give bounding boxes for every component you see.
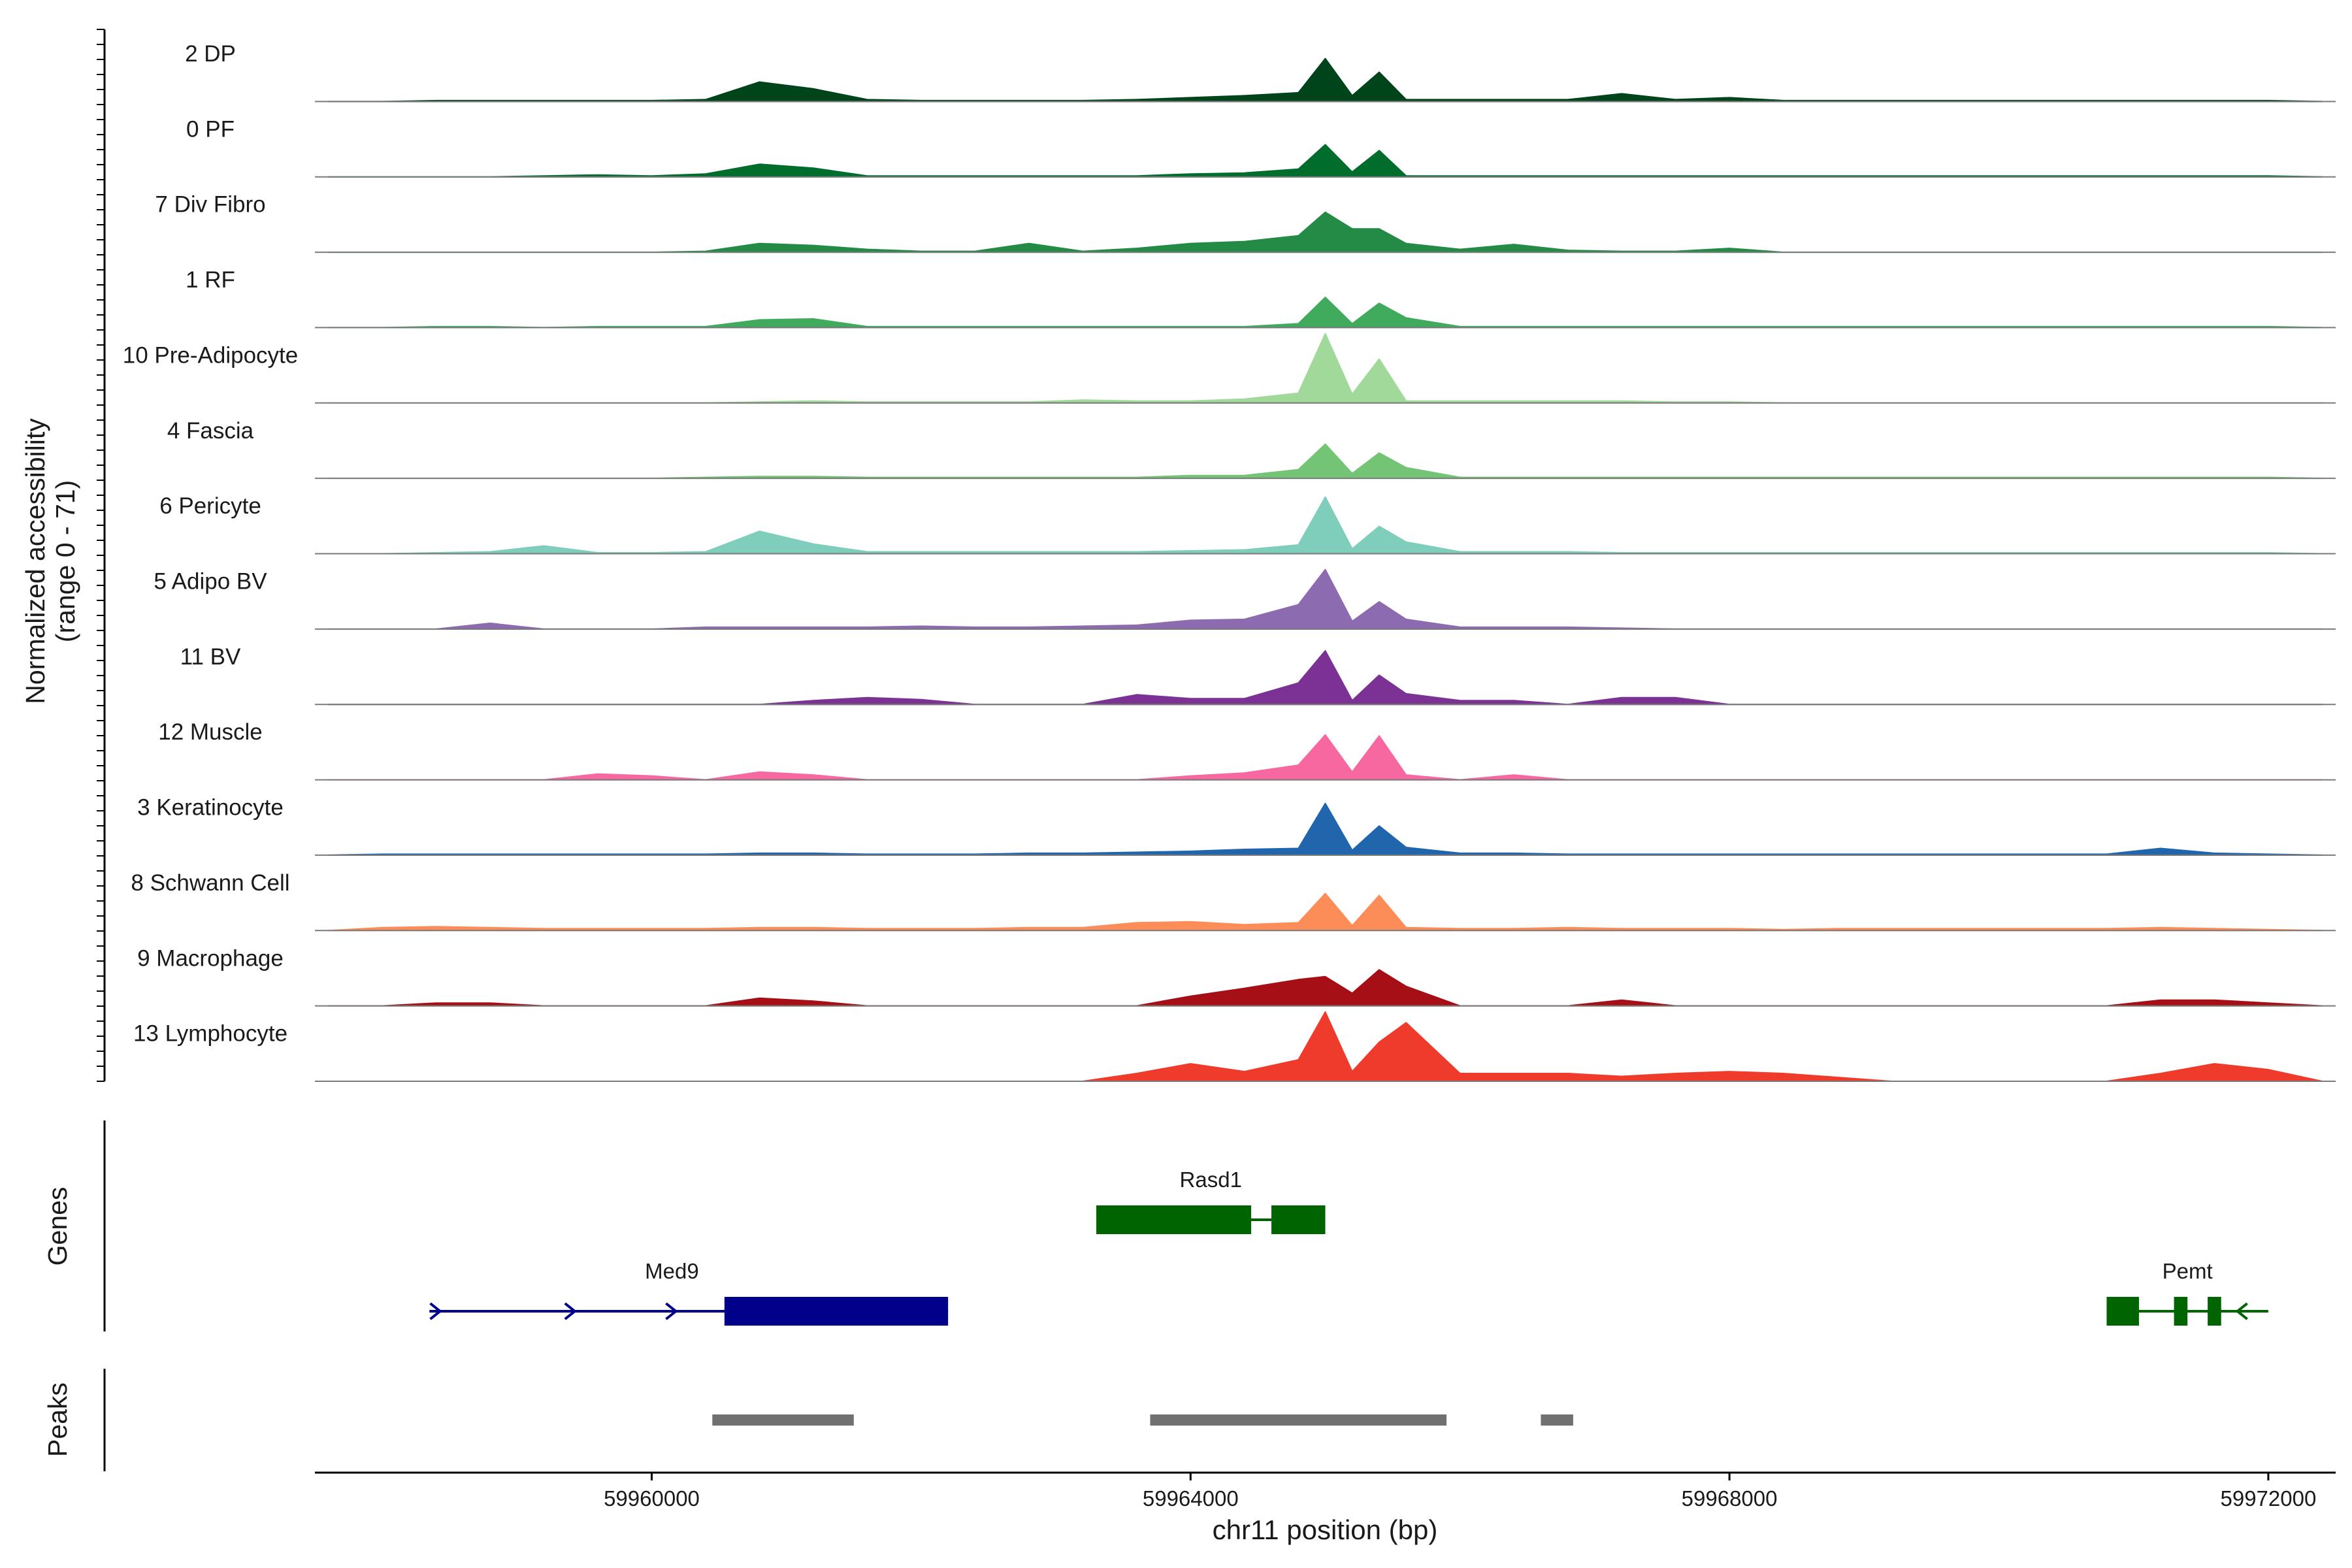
track-label-2: 7 Div Fibro <box>155 192 265 218</box>
coverage-area-11 <box>327 892 2323 932</box>
x-axis-label: chr11 position (bp) <box>1213 1514 1438 1545</box>
genes-panel: Genes Rasd1 Med9 Pemt <box>42 1120 2268 1331</box>
coverage-y-axis: Normalized accessibility (range 0 - 71) <box>20 29 106 1082</box>
track-label-5: 4 Fascia <box>167 418 254 444</box>
gene-exon <box>2174 1297 2188 1326</box>
gene-exon <box>2208 1297 2221 1326</box>
coverage-area-13 <box>327 1011 2323 1082</box>
peak-region-2 <box>1541 1414 1573 1426</box>
peaks-y-label: Peaks <box>42 1382 73 1457</box>
coverage-track-4: 10 Pre-Adipocyte <box>123 333 2336 404</box>
gene-exon <box>1096 1205 1252 1234</box>
coverage-area-12 <box>327 969 2323 1007</box>
coverage-track-3: 1 RF <box>186 267 2336 329</box>
coverage-track-5: 4 Fascia <box>167 418 2336 480</box>
coverage-area-3 <box>327 297 2323 329</box>
coverage-area-6 <box>327 496 2323 555</box>
coverage-track-8: 11 BV <box>180 644 2336 706</box>
coverage-track-11: 8 Schwann Cell <box>131 870 2336 932</box>
gene-label: Rasd1 <box>1180 1168 1242 1192</box>
track-label-11: 8 Schwann Cell <box>131 870 289 896</box>
coverage-area-0 <box>327 57 2323 103</box>
coverage-area-8 <box>327 650 2323 706</box>
gene-label: Pemt <box>2163 1259 2213 1283</box>
gene-rasd1: Rasd1 <box>1096 1168 1326 1234</box>
coverage-track-7: 5 Adipo BV <box>154 568 2336 630</box>
coverage-panel: 2 DP 0 PF 7 Div Fibro 1 RF 10 Pre-Adipocyte 4… <box>123 41 2336 1082</box>
x-tick-label: 59960000 <box>604 1486 700 1511</box>
x-axis: chr11 position (bp) 59960000 59964000 5996… <box>315 1471 2336 1545</box>
strand-arrow-icon <box>564 1302 577 1320</box>
track-label-6: 6 Pericyte <box>159 493 261 519</box>
coverage-track-12: 9 Macrophage <box>137 945 2336 1007</box>
gene-exon <box>2106 1297 2139 1326</box>
peak-region-1 <box>1150 1414 1447 1426</box>
track-label-4: 10 Pre-Adipocyte <box>123 342 298 368</box>
coverage-track-6: 6 Pericyte <box>159 493 2336 555</box>
x-tick-label: 59972000 <box>2220 1486 2316 1511</box>
track-label-8: 11 BV <box>180 644 241 670</box>
coverage-area-2 <box>327 211 2323 253</box>
coverage-track-0: 2 DP <box>185 41 2336 103</box>
track-label-1: 0 PF <box>186 116 235 142</box>
gene-label: Med9 <box>645 1259 699 1283</box>
x-tick-label: 59968000 <box>1682 1486 1778 1511</box>
coverage-area-9 <box>327 734 2323 781</box>
strand-arrow-icon <box>665 1302 678 1320</box>
coverage-track-9: 12 Muscle <box>158 719 2336 781</box>
track-label-10: 3 Keratinocyte <box>137 795 284 821</box>
coverage-track-13: 13 Lymphocyte <box>133 1011 2336 1082</box>
coverage-area-7 <box>327 568 2323 630</box>
strand-arrow-icon <box>2235 1302 2248 1320</box>
coverage-track-1: 0 PF <box>186 116 2336 178</box>
peaks-panel: Peaks <box>42 1369 1573 1471</box>
coverage-area-10 <box>327 802 2323 856</box>
coverage-y-label: Normalized accessibility <box>20 418 50 704</box>
x-tick-label: 59964000 <box>1143 1486 1239 1511</box>
track-label-0: 2 DP <box>185 41 236 67</box>
coverage-area-4 <box>327 333 2323 404</box>
coverage-track-10: 3 Keratinocyte <box>137 795 2336 856</box>
coverage-area-5 <box>327 443 2323 480</box>
gene-exon <box>724 1297 949 1326</box>
coverage-track-2: 7 Div Fibro <box>155 192 2336 253</box>
track-label-3: 1 RF <box>186 267 235 293</box>
strand-arrow-icon <box>429 1302 442 1320</box>
track-label-7: 5 Adipo BV <box>154 569 267 595</box>
track-label-13: 13 Lymphocyte <box>133 1021 287 1047</box>
gene-med9: Med9 <box>429 1259 949 1326</box>
coverage-area-1 <box>327 144 2323 178</box>
peak-region-0 <box>712 1414 854 1426</box>
gene-exon <box>1271 1205 1326 1234</box>
track-label-12: 9 Macrophage <box>137 945 284 971</box>
track-label-9: 12 Muscle <box>158 719 263 745</box>
coverage-y-label-range: (range 0 - 71) <box>50 480 80 642</box>
genes-y-label: Genes <box>42 1187 73 1266</box>
gene-pemt: Pemt <box>2106 1259 2268 1326</box>
